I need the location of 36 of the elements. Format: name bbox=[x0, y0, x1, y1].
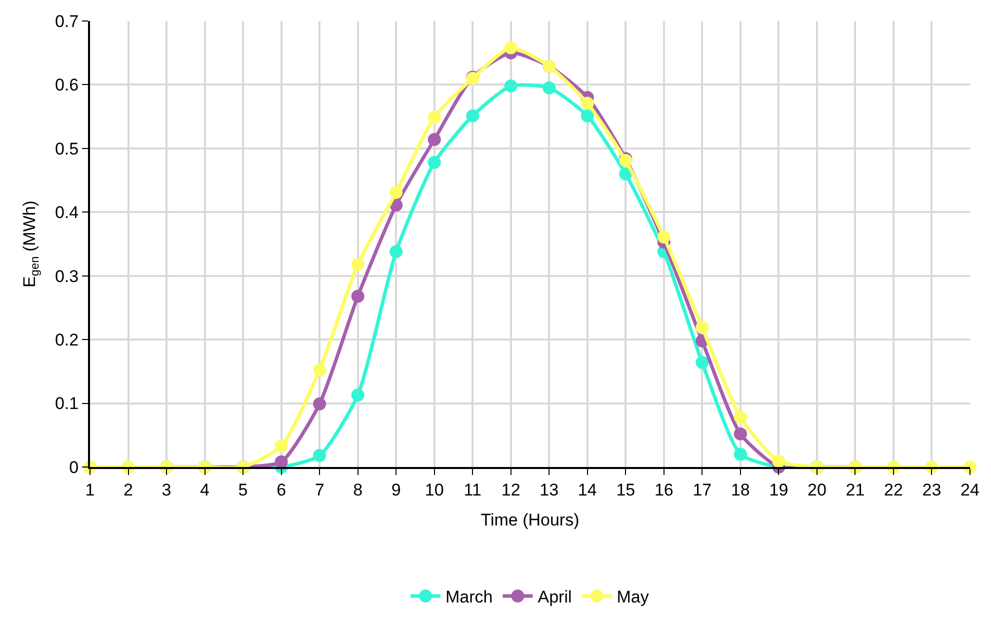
x-tick-label: 5 bbox=[238, 480, 248, 500]
x-tick-label: 8 bbox=[353, 480, 363, 500]
x-tick-label: 14 bbox=[578, 480, 597, 500]
x-tick-label: 4 bbox=[200, 480, 210, 500]
x-tick-label: 19 bbox=[769, 480, 788, 500]
y-tick-label: 0.2 bbox=[54, 330, 79, 350]
y-tick-label: 0.3 bbox=[54, 266, 79, 286]
x-tick-label: 15 bbox=[616, 480, 636, 500]
x-tick-label: 7 bbox=[314, 480, 324, 500]
x-tick-label: 2 bbox=[124, 480, 133, 500]
x-tick-label: 1 bbox=[85, 480, 95, 500]
y-tick-label: 0.5 bbox=[54, 139, 79, 158]
x-tick-label: 11 bbox=[464, 480, 482, 500]
legend-label: May bbox=[616, 588, 650, 607]
x-tick-label: 23 bbox=[922, 480, 942, 500]
x-tick-label: 10 bbox=[424, 480, 444, 500]
x-tick-label: 16 bbox=[654, 480, 674, 500]
x-tick-label: 13 bbox=[540, 480, 559, 500]
y-tick-label: 0 bbox=[69, 458, 79, 477]
x-tick-label: 24 bbox=[960, 480, 980, 500]
x-axis-title: Time (Hours) bbox=[480, 510, 580, 530]
x-tick-label: 18 bbox=[730, 480, 750, 500]
y-tick-label: 0.7 bbox=[54, 12, 79, 31]
x-tick-label: 6 bbox=[276, 480, 286, 500]
x-tick-label: 22 bbox=[884, 480, 903, 500]
x-tick-label: 9 bbox=[391, 480, 401, 500]
y-tick-label: 0.1 bbox=[54, 394, 79, 414]
x-tick-label: 3 bbox=[162, 480, 172, 500]
x-tick-label: 12 bbox=[501, 480, 520, 500]
x-tick-label: 17 bbox=[692, 480, 712, 500]
y-tick-label: 0.6 bbox=[54, 76, 79, 95]
legend-label: March bbox=[446, 588, 493, 607]
legend-label: April bbox=[538, 588, 572, 607]
x-tick-label: 21 bbox=[846, 480, 865, 500]
x-tick-label: 20 bbox=[808, 480, 826, 500]
y-tick-label: 0.4 bbox=[54, 203, 79, 222]
